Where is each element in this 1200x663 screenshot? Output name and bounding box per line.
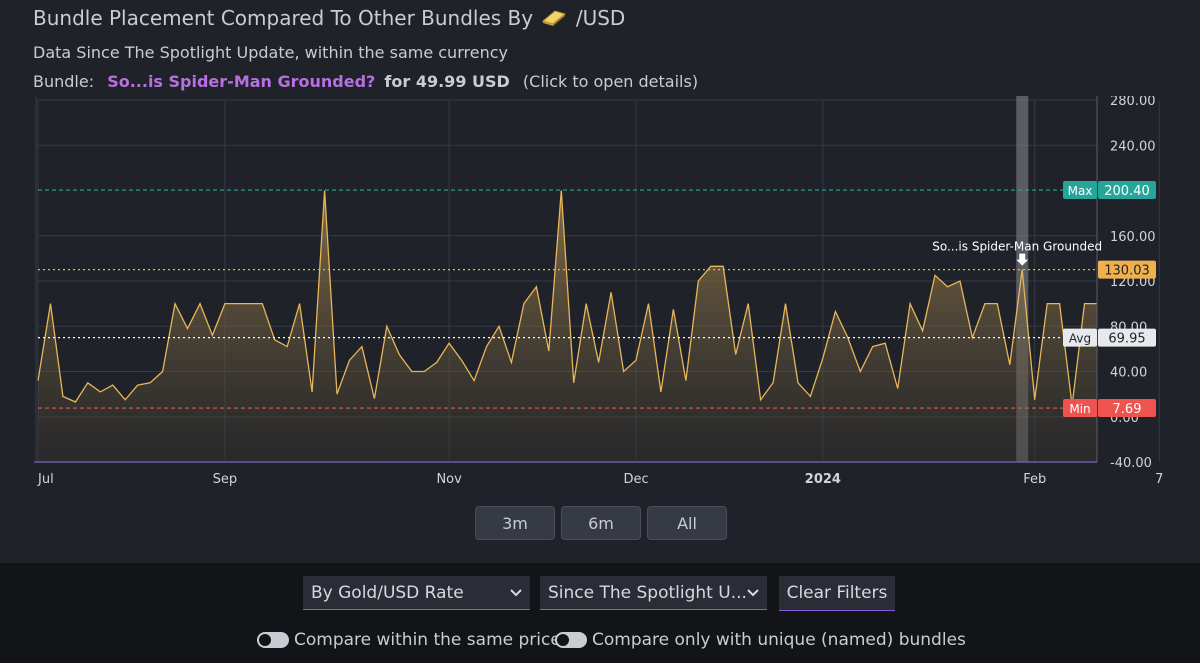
clear-filters-button[interactable]: Clear Filters <box>779 576 895 611</box>
max-value-badge <box>1098 181 1156 200</box>
x-tick-label: 7 <box>1155 472 1163 487</box>
rate-select[interactable]: By Gold/USD Rate <box>303 576 530 610</box>
subtitle: Data Since The Spotlight Update, within … <box>33 43 508 62</box>
bundle-name-link[interactable]: So...is Spider-Man Grounded? <box>107 72 376 91</box>
range-buttons: 3m 6m All <box>475 506 727 540</box>
x-tick-label: Sep <box>213 472 238 487</box>
period-select[interactable]: Since The Spotlight U... <box>540 576 767 610</box>
bundle-price: for 49.99 USD <box>384 72 510 91</box>
bundle-label: Bundle: <box>33 72 95 91</box>
y-tick-label: 120.00 <box>1110 275 1156 290</box>
bundle-hint: (Click to open details) <box>522 72 699 91</box>
chart-title: Bundle Placement Compared To Other Bundl… <box>33 6 625 32</box>
y-tick-label: 40.00 <box>1110 366 1147 381</box>
arrow-down-icon <box>1016 253 1029 266</box>
series-line <box>37 190 1097 406</box>
x-tick-label: 2024 <box>805 472 841 487</box>
avg-value-text: 69.95 <box>1108 332 1145 347</box>
toggle-same-price-label: Compare within the same price <box>294 630 561 650</box>
current-marker-label: So...is Spider-Man Grounded <box>932 240 1102 254</box>
toggle-unique-row: Compare only with unique (named) bundles <box>555 630 966 650</box>
min-value-badge <box>1098 399 1156 418</box>
toggle-unique-label: Compare only with unique (named) bundles <box>592 630 966 650</box>
title-prefix: Bundle Placement Compared To Other Bundl… <box>33 6 534 30</box>
x-tick-label: Dec <box>623 472 648 487</box>
chevron-down-icon <box>510 585 522 601</box>
min-label-badge <box>1063 399 1097 418</box>
range-all-button[interactable]: All <box>647 506 727 540</box>
x-tick-label: Jul <box>37 472 54 487</box>
rate-select-value: By Gold/USD Rate <box>311 582 464 603</box>
avg-label-text: Avg <box>1069 332 1091 346</box>
x-tick-label: Nov <box>436 472 462 487</box>
x-tick-label: Feb <box>1023 472 1046 487</box>
y-tick-label: 160.00 <box>1110 230 1156 245</box>
avg-value-badge <box>1098 328 1156 347</box>
max-label-badge <box>1063 181 1097 200</box>
y-tick-label: 280.00 <box>1110 96 1156 109</box>
y-tick-label: -40.00 <box>1110 456 1152 471</box>
min-value-text: 7.69 <box>1113 402 1142 417</box>
title-suffix: /USD <box>575 6 626 30</box>
chevron-down-icon <box>747 585 759 601</box>
bundle-info: Bundle: So...is Spider-Man Grounded? for… <box>33 72 698 91</box>
current-value-text: 130.03 <box>1104 264 1150 279</box>
range-6m-button[interactable]: 6m <box>561 506 641 540</box>
max-value-text: 200.40 <box>1104 184 1150 199</box>
y-tick-label: 240.00 <box>1110 139 1156 154</box>
max-label-text: Max <box>1068 184 1093 198</box>
gold-bar-icon <box>541 7 567 32</box>
range-3m-button[interactable]: 3m <box>475 506 555 540</box>
toggle-unique[interactable] <box>555 632 587 648</box>
toggle-same-price-row: Compare within the same price <box>257 630 561 650</box>
series-area <box>38 190 1097 462</box>
toggle-same-price[interactable] <box>257 632 289 648</box>
avg-label-badge <box>1063 328 1097 347</box>
min-label-text: Min <box>1069 402 1090 416</box>
current-value-badge <box>1098 260 1156 279</box>
chart-area[interactable]: 280.00 240.00 160.00 120.00 80.00 40.00 0.00 -4… <box>0 96 1200 496</box>
chart-svg[interactable]: 280.00240.00160.00120.0080.0040.000.00-4… <box>0 96 1200 496</box>
period-select-value: Since The Spotlight U... <box>548 582 747 603</box>
